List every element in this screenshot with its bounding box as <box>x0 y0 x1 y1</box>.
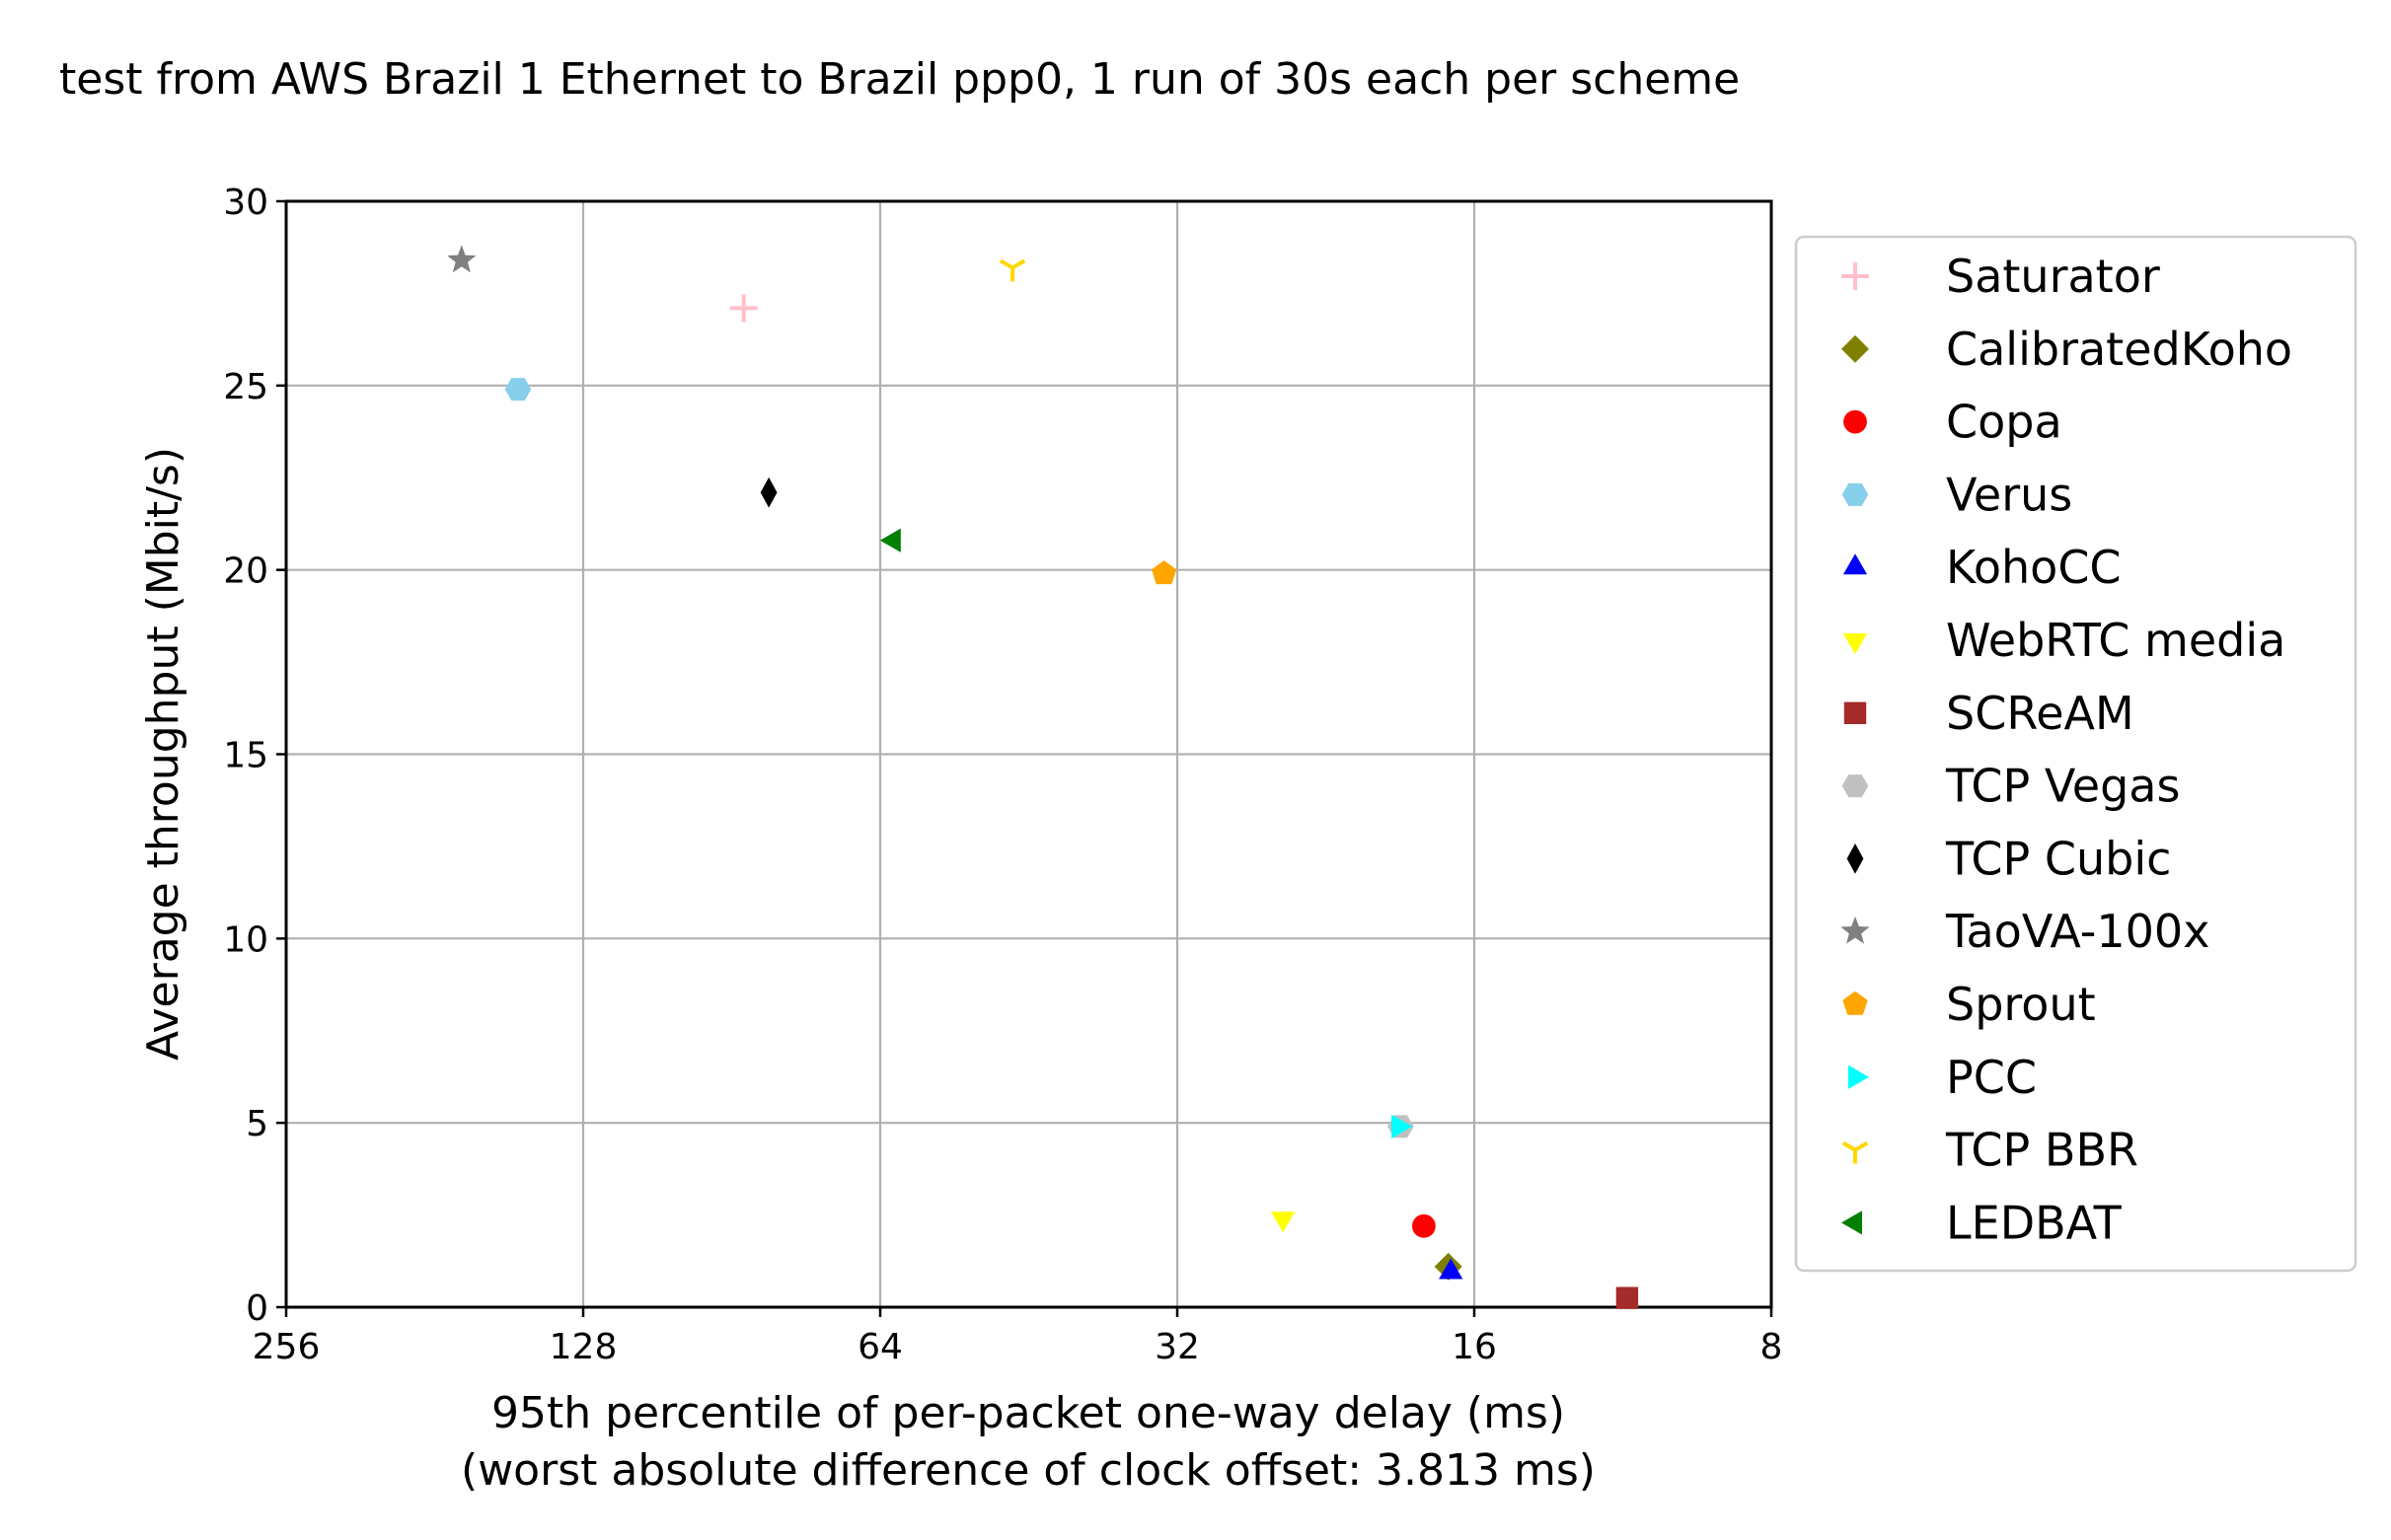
x-tick-label: 256 <box>253 1327 321 1367</box>
y-tick-label: 10 <box>223 919 268 960</box>
y-tick-label: 25 <box>223 367 268 407</box>
ticks: 256 128 64 32 16 8 0 5 10 15 20 25 30 <box>223 183 1782 1367</box>
y-tick-label: 5 <box>246 1104 268 1144</box>
legend-label-copa: Copa <box>1946 396 2062 449</box>
legend-label-taova-100x: TaoVA-100x <box>1945 905 2209 958</box>
legend-marker-sprout <box>1842 990 1868 1015</box>
legend-label-webrtc-media: WebRTC media <box>1946 614 2285 667</box>
legend-label-kohocc: KohoCC <box>1946 541 2122 594</box>
legend-label-saturator: Saturator <box>1946 250 2160 303</box>
point-kohocc <box>1439 1258 1463 1280</box>
legend-marker-saturator <box>1841 262 1869 290</box>
y-tick-label: 0 <box>246 1288 268 1329</box>
legend-label-sprout: Sprout <box>1946 978 2096 1031</box>
legend-label-tcp-vegas: TCP Vegas <box>1945 760 2180 813</box>
point-verus <box>504 378 532 402</box>
y-tick-label: 20 <box>223 551 268 592</box>
x-tick-label: 64 <box>858 1327 903 1367</box>
x-tick-label: 32 <box>1155 1327 1200 1367</box>
point-scream <box>1615 1286 1639 1309</box>
legend-label-pcc: PCC <box>1946 1051 2037 1104</box>
point-pcc <box>1391 1114 1413 1139</box>
legend: Saturator CalibratedKoho Copa Verus KohoCC We… <box>1794 235 2357 1273</box>
x-tick-label: 16 <box>1452 1327 1497 1367</box>
legend-label-tcp-bbr: TCP BBR <box>1945 1124 2138 1177</box>
point-webrtc-media <box>1271 1211 1296 1233</box>
legend-marker-calibratedkoho <box>1841 334 1869 363</box>
marks <box>447 245 1639 1309</box>
legend-marker-webrtc-media <box>1842 633 1868 654</box>
x-tick-label: 128 <box>550 1327 618 1367</box>
legend-label-calibratedkoho: CalibratedKoho <box>1946 323 2292 376</box>
legend-label-scream: SCReAM <box>1946 687 2134 740</box>
legend-marker-kohocc <box>1842 553 1868 575</box>
legend-marker-tcp-cubic <box>1846 843 1864 874</box>
legend-label-tcp-cubic: TCP Cubic <box>1945 832 2171 885</box>
legend-marker-pcc <box>1848 1064 1869 1089</box>
point-sprout <box>1151 560 1177 585</box>
legend-marker-copa <box>1843 409 1867 434</box>
y-tick-label: 15 <box>223 736 268 776</box>
y-tick-label: 30 <box>223 183 268 223</box>
point-saturator <box>729 294 758 323</box>
legend-marker-tcp-vegas <box>1841 774 1869 798</box>
point-copa <box>1412 1213 1436 1238</box>
point-taova-100x <box>447 245 477 273</box>
legend-marker-scream <box>1843 701 1867 724</box>
legend-label-ledbat: LEDBAT <box>1946 1196 2123 1249</box>
legend-label-verus: Verus <box>1946 468 2072 521</box>
legend-marker-ledbat <box>1841 1210 1862 1235</box>
point-tcp-bbr <box>999 258 1026 282</box>
y-axis-label: Average throughput (Mbit/s) <box>138 447 188 1061</box>
point-tcp-cubic <box>760 477 778 508</box>
x-axis-sublabel: (worst absolute difference of clock offs… <box>461 1445 1596 1496</box>
point-ledbat <box>879 528 901 552</box>
legend-marker-tcp-bbr <box>1841 1140 1869 1164</box>
legend-items: Saturator CalibratedKoho Copa Verus KohoCC We… <box>1840 250 2292 1249</box>
grid <box>284 199 1773 1309</box>
x-axis-label: 95th percentile of per-packet one-way de… <box>491 1388 1565 1438</box>
x-tick-label: 8 <box>1760 1327 1783 1367</box>
legend-marker-verus <box>1841 482 1869 506</box>
chart-title: test from AWS Brazil 1 Ethernet to Brazi… <box>59 54 1740 105</box>
legend-marker-taova-100x <box>1840 916 1870 944</box>
legend-frame <box>1794 235 2357 1273</box>
